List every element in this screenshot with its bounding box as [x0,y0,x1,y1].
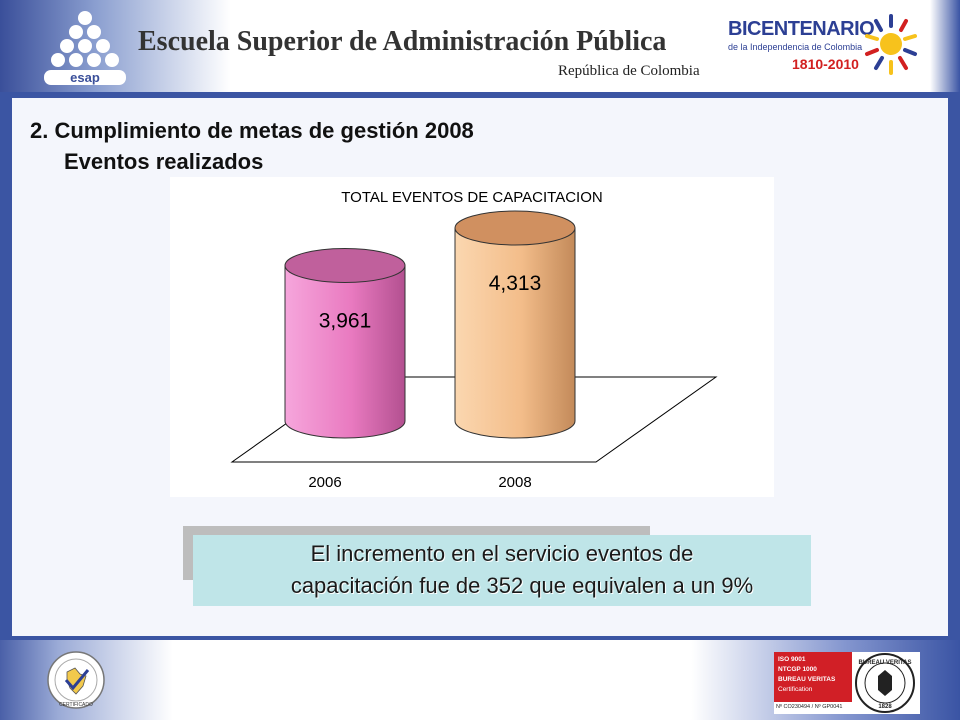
x-tick-label: 2006 [308,474,341,491]
bureau-veritas-seal: BUREAU VERITAS 1828 [855,653,915,713]
chart-area: TOTAL EVENTOS DE CAPACITACION 3,961 2006 4… [170,177,774,497]
cert-line: BUREAU VERITAS [778,676,836,683]
bar-value-label: 4,313 [489,272,542,295]
bar-top [284,247,406,283]
logo-dot [60,39,74,53]
callout-text-line2: capacitación fue de 352 que equivalen a … [290,573,754,598]
bar-body [454,227,576,439]
logo-dot [78,11,92,25]
section-subheading: Eventos realizados [64,149,264,174]
logo-text: esap [70,70,100,85]
callout-text-line1: El incremento en el servicio eventos de [310,541,694,566]
logo-dot [78,39,92,53]
logo-dot [51,53,65,67]
section-heading: 2. Cumplimiento de metas de gestión 2008 [30,118,474,143]
seal-year: 1828 [878,704,892,710]
logo-dot [87,25,101,39]
bar-top [454,210,576,246]
header-banner [0,0,960,92]
veritas-shield-icon [878,670,892,696]
logo-dot [105,53,119,67]
bureau-veritas-certification: ISO 9001 NTCGP 1000 BUREAU VERITAS Certi… [774,652,920,714]
bicentenario-emblem-icon [865,14,917,75]
institution-title: Escuela Superior de Administración Públi… [138,26,667,57]
cert-line: ISO 9001 [778,656,806,663]
bicentenario-logo: BICENTENARIO de la Independencia de Colo… [722,10,922,82]
chart-title: TOTAL EVENTOS DE CAPACITACION [341,189,602,206]
bar-value-label: 3,961 [319,309,372,332]
esap-logo: esap [44,11,126,85]
cert-line: NTCGP 1000 [778,666,817,673]
x-tick-label: 2008 [498,474,531,491]
chart-bar-2008: 4,313 2008 [454,210,576,491]
bar-body [284,264,406,439]
logo-dot [87,53,101,67]
header-frame-right [930,0,960,92]
logo-dot [69,53,83,67]
certification-box: ISO 9001 NTCGP 1000 BUREAU VERITAS Certi… [774,652,852,702]
bicentenario-years: 1810-2010 [792,56,859,72]
bicentenario-title: BICENTENARIO [728,18,875,40]
quality-certificate-seal: CERTIFICADO [47,651,105,709]
certificate-label: CERTIFICADO [59,702,93,708]
cert-line: Certification [778,686,813,693]
callout-box: El incremento en el servicio eventos de … [193,535,811,606]
chart-bar-2006: 3,961 2006 [284,247,406,491]
bicentenario-subtitle: de la Independencia de Colombia [728,42,863,52]
seal-text: BUREAU VERITAS [859,660,912,666]
chart-svg: TOTAL EVENTOS DE CAPACITACION 3,961 2006 4… [230,189,718,491]
logo-dot [69,25,83,39]
checkmark-icon [64,669,90,691]
logo-dot [96,39,110,53]
institution-subtitle: República de Colombia [558,63,700,79]
certificate-number: Nº CO230494 / Nº GP0041 [776,704,843,710]
